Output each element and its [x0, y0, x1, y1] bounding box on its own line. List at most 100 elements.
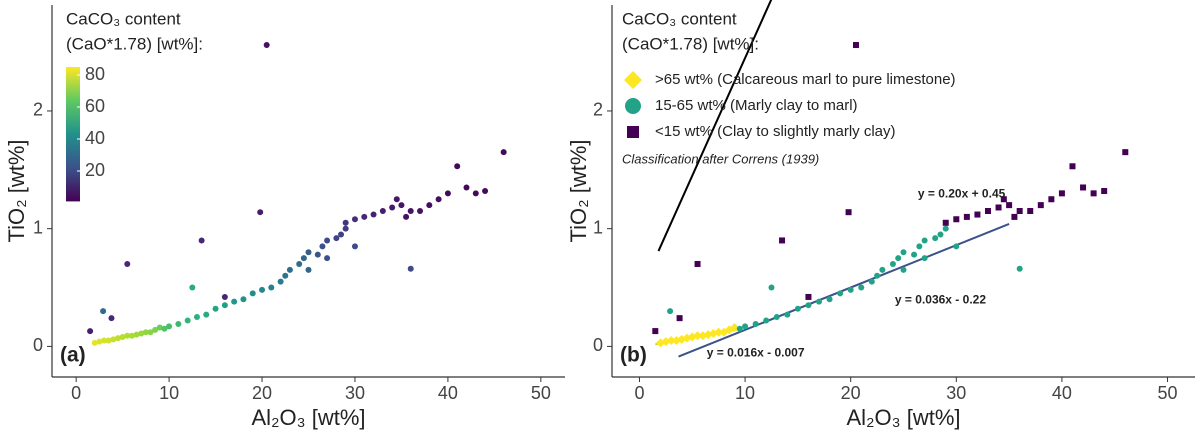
x-tick-label: 30 — [946, 383, 966, 403]
point — [847, 286, 854, 293]
point — [889, 260, 896, 267]
point — [91, 339, 98, 346]
point — [805, 302, 812, 309]
point — [152, 326, 159, 333]
point — [379, 208, 386, 215]
point — [108, 315, 115, 322]
point — [212, 305, 219, 312]
point — [342, 225, 349, 232]
point — [482, 188, 489, 194]
x-axis-title: Al₂O₃ [wt%] — [846, 405, 960, 430]
x-tick-label: 0 — [71, 383, 81, 403]
point — [763, 317, 770, 324]
point — [694, 260, 701, 267]
point — [1069, 163, 1076, 170]
point — [900, 249, 907, 256]
point — [837, 290, 844, 297]
y-axis-title: TiO₂ [wt%] — [4, 139, 29, 242]
point — [305, 266, 312, 273]
y-axis-title: TiO₂ [wt%] — [566, 139, 591, 242]
point — [1122, 149, 1129, 156]
y-tick-label: 1 — [33, 217, 43, 237]
legend-title: (CaO*1.78) [wt%]: — [622, 34, 759, 53]
point — [101, 337, 108, 344]
point — [324, 255, 331, 262]
x-tick-label: 0 — [634, 383, 644, 403]
point — [742, 323, 749, 330]
point — [900, 266, 907, 273]
point — [133, 331, 140, 338]
fit-label: y = 0.20x + 0.45 — [918, 187, 1006, 201]
legend-label: <15 wt% (Clay to slightly marly clay) — [655, 123, 895, 140]
panel-label: (b) — [620, 344, 647, 367]
point — [1048, 196, 1055, 203]
point — [100, 308, 107, 315]
point — [314, 251, 321, 258]
point — [768, 284, 775, 291]
point — [773, 313, 780, 320]
point — [407, 265, 414, 272]
point — [124, 260, 131, 267]
panel: 0 10 20 30 40 50 0 1 2 Al₂O₃ [wt%] TiO₂ [wt%] (b) y … — [566, 0, 1195, 430]
point — [403, 213, 410, 220]
point — [110, 336, 117, 343]
x-tick-label: 10 — [159, 383, 179, 403]
colorbar — [66, 67, 80, 202]
point — [666, 336, 676, 346]
point — [277, 278, 284, 285]
point — [953, 243, 960, 250]
point — [444, 190, 451, 197]
point — [189, 284, 196, 291]
y-tick-label: 2 — [33, 100, 43, 120]
colorbar-title: CaCO₃ content — [66, 9, 181, 28]
point — [393, 196, 400, 203]
point — [147, 329, 154, 336]
point — [714, 327, 724, 337]
point — [389, 204, 396, 211]
point — [119, 333, 126, 340]
point — [921, 237, 928, 244]
point — [693, 331, 703, 341]
colorbar-tick-label: 20 — [85, 160, 105, 180]
point — [124, 332, 131, 339]
colorbar-tick-label: 60 — [85, 96, 105, 116]
point — [268, 284, 275, 291]
y-tick-label: 1 — [593, 217, 603, 237]
point — [128, 332, 135, 339]
point — [667, 308, 674, 315]
point — [942, 219, 949, 226]
x-tick-label: 40 — [1052, 383, 1072, 403]
point — [845, 209, 852, 216]
point — [736, 325, 743, 332]
point — [805, 293, 812, 300]
point — [963, 213, 970, 220]
point — [324, 237, 331, 244]
point — [203, 311, 210, 318]
point — [1101, 188, 1108, 194]
point — [333, 235, 340, 242]
point — [1090, 190, 1097, 197]
point — [874, 272, 881, 279]
point — [500, 149, 507, 156]
point — [953, 216, 960, 223]
point — [1037, 202, 1044, 209]
point — [156, 324, 163, 331]
point — [407, 208, 414, 215]
point — [1016, 265, 1023, 272]
point — [87, 328, 94, 335]
point — [463, 184, 470, 191]
point — [105, 337, 112, 344]
point — [263, 42, 270, 49]
point — [198, 237, 205, 244]
point — [305, 249, 312, 256]
x-tick-label: 10 — [735, 383, 755, 403]
point — [911, 251, 918, 258]
point — [995, 204, 1002, 211]
x-tick-label: 30 — [345, 383, 365, 403]
point — [730, 323, 740, 333]
point — [921, 255, 928, 262]
point — [868, 278, 875, 285]
point — [1027, 208, 1034, 215]
point — [984, 208, 991, 215]
point — [166, 323, 173, 330]
